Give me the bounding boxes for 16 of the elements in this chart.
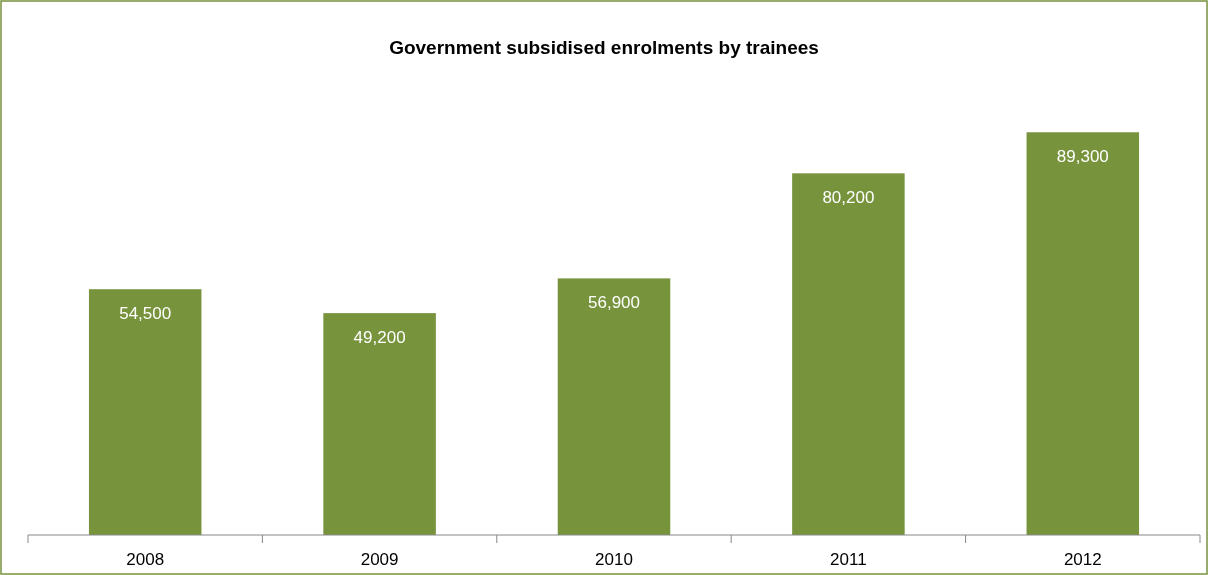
chart-title: Government subsidised enrolments by trainees <box>389 37 819 58</box>
bar <box>1026 132 1140 535</box>
data-label: 80,200 <box>822 188 875 208</box>
x-tick-label: 2008 <box>126 550 165 569</box>
bar <box>323 313 436 535</box>
bar <box>88 289 202 535</box>
x-tick-label: 2009 <box>360 550 399 569</box>
x-tick-label: 2010 <box>595 550 633 569</box>
x-tick-label: 2011 <box>830 550 867 569</box>
data-label: 49,200 <box>353 328 406 348</box>
data-label: 54,500 <box>119 304 172 324</box>
data-label: 89,300 <box>1056 147 1109 167</box>
bar <box>792 173 905 535</box>
data-label: 56,900 <box>588 293 640 313</box>
bar <box>557 278 671 535</box>
x-tick-label: 2012 <box>1063 550 1102 569</box>
